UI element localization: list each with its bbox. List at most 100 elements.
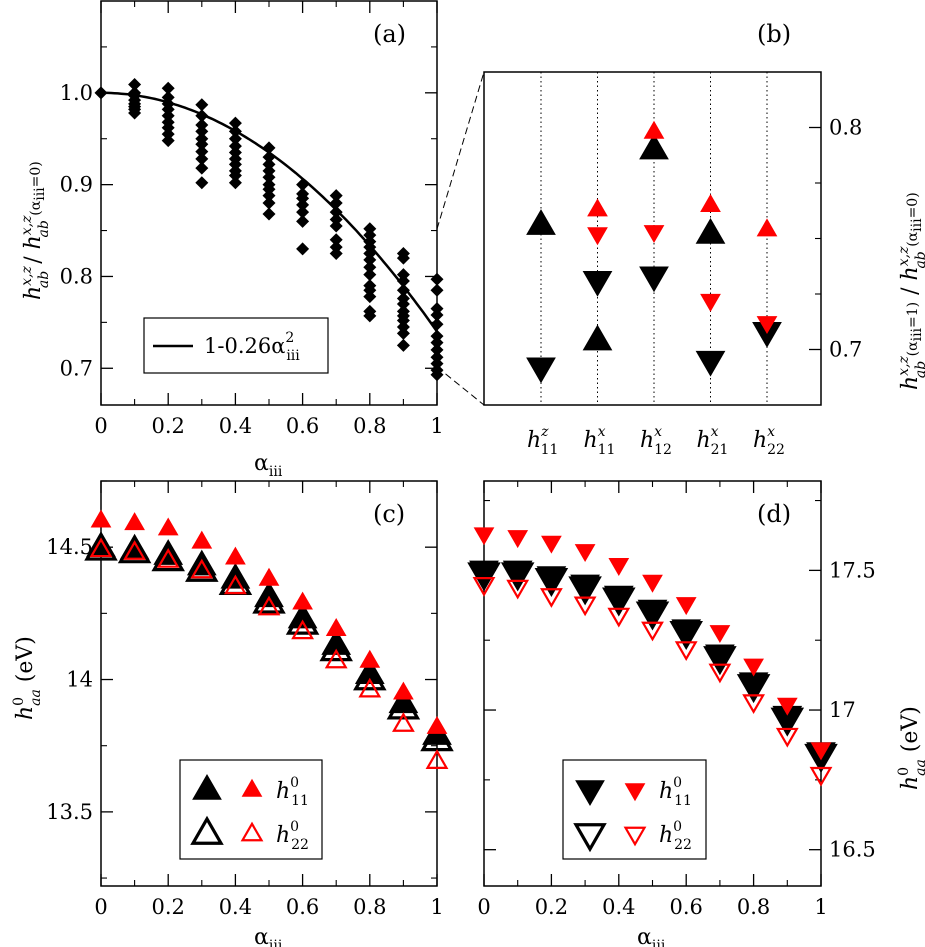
x-tick-label: 0.8 (737, 895, 770, 919)
y-tick-label: 13.5 (46, 800, 93, 824)
panel-a-xlabel-text: α (254, 451, 269, 476)
data-point-diamond (296, 205, 310, 219)
panel-b-label: (b) (757, 20, 791, 48)
panel-c-legend-entries: h0 11 h0 22 (190, 773, 309, 853)
y-tick-label: 14.5 (46, 535, 93, 559)
data-point-red-open (425, 749, 449, 769)
y-tick-label: 0.7 (829, 338, 862, 362)
data-point-red-filled (507, 530, 529, 549)
data-point-red-filled (90, 509, 112, 528)
x-tick-label: 0.2 (535, 895, 568, 919)
data-point-red-open (674, 641, 698, 661)
legend-fit-sup: 2 (285, 330, 294, 346)
data-point-black-up (526, 209, 556, 235)
panel-a-xlabel-sub: iii (269, 464, 283, 480)
data-point-diamond (430, 343, 444, 357)
data-point-red-up (700, 193, 721, 212)
data-point-red-filled (810, 742, 832, 761)
data-point-diamond (195, 176, 209, 190)
data-point-red-open (539, 588, 563, 608)
data-point-diamond (262, 170, 276, 184)
data-point-diamond (296, 198, 310, 212)
data-point-black-open (353, 661, 387, 691)
category-label: hx 11 (584, 424, 616, 458)
panel-d-label: (d) (757, 500, 791, 528)
x-tick-label: 1 (814, 895, 827, 919)
x-tick-label: 0 (94, 895, 107, 919)
data-point-red-open (708, 663, 732, 684)
data-point-diamond (329, 205, 343, 219)
zoom-connector-bottom (436, 366, 485, 406)
legend-marker-black (192, 773, 222, 800)
legend-label: h0 11 (659, 775, 692, 809)
data-point-red-filled (393, 681, 414, 700)
panel-d-ticks: 0 0.2 0.4 0.6 0.8 1 16.5 17 17.5 (477, 481, 876, 919)
data-point-diamond (161, 134, 175, 148)
data-point-red-filled (541, 535, 562, 554)
y-tick-label: 14 (66, 668, 93, 692)
data-point-black-open (500, 562, 535, 592)
data-point-diamond (296, 242, 310, 256)
legend-label: h0 11 (276, 775, 309, 809)
legend-marker-red (623, 826, 647, 847)
data-point-red-filled (574, 544, 596, 563)
legend-fit-sub: iii (286, 348, 300, 364)
panel-c-ylabel: h0aa (eV) (11, 636, 44, 720)
data-point-black-open (185, 552, 219, 582)
data-point-black-open (84, 531, 118, 561)
data-point-diamond (262, 189, 276, 203)
data-point-black-open (669, 621, 703, 651)
panel-a-ticks: 0 0.2 0.4 0.6 0.8 1 0.7 0.8 0.9 1.0 (60, 1, 444, 438)
data-point-black-open (635, 601, 670, 631)
panel-b-points (526, 120, 782, 384)
data-point-black-up (639, 133, 669, 160)
x-tick-label: 0.6 (286, 414, 319, 438)
data-point-diamond (363, 290, 377, 304)
data-point-red-down (756, 316, 778, 335)
data-point-red-open (742, 694, 766, 715)
data-point-red-filled (709, 625, 731, 644)
data-point-red-open (223, 574, 247, 595)
data-point-red-up (756, 218, 778, 237)
data-point-diamond (195, 98, 209, 112)
x-tick-label: 0.6 (669, 895, 702, 919)
panel-c-xlabel: αiii (254, 925, 283, 947)
x-tick-label: 0.8 (353, 895, 386, 919)
y-tick-label: 0.8 (60, 264, 93, 288)
legend-marker-black (573, 823, 607, 853)
data-point-diamond (363, 309, 377, 323)
data-point-red-filled (608, 558, 630, 576)
data-point-red-filled (426, 715, 448, 734)
y-tick-label: 1.0 (60, 81, 93, 105)
data-point-diamond (363, 260, 377, 274)
panel-a-fit-curve (101, 91, 439, 333)
data-point-diamond (430, 368, 444, 382)
y-tick-label: 0.8 (829, 116, 862, 140)
panel-d-xlabel-sub: iii (652, 938, 666, 947)
x-tick-label: 0.2 (151, 414, 184, 438)
panel-a-xlabel: αiii (254, 451, 283, 480)
data-point-diamond (296, 214, 310, 228)
category-label: hx 21 (697, 424, 729, 458)
data-point-red-open (607, 607, 631, 628)
data-point-red-open (156, 548, 180, 568)
legend-label: h0 22 (659, 819, 692, 853)
data-point-diamond (363, 253, 377, 267)
data-point-red-filled (325, 618, 347, 636)
data-point-diamond (396, 326, 410, 340)
data-point-diamond (262, 196, 276, 210)
data-point-red-filled (359, 649, 381, 668)
data-point-black-up (695, 218, 726, 244)
data-point-red-filled (225, 546, 246, 565)
x-tick-label: 0 (477, 895, 490, 919)
data-point-diamond (195, 137, 209, 151)
panel-d-xlabel-text: α (637, 925, 652, 947)
data-point-diamond (396, 274, 410, 288)
data-point-red-open (809, 766, 833, 787)
data-point-red-filled (157, 517, 179, 536)
data-point-black-down (582, 270, 613, 297)
category-label: hz 11 (527, 424, 558, 458)
panel-a-label: (a) (373, 20, 406, 48)
data-point-red-filled (292, 591, 313, 610)
data-point-black-open (534, 567, 569, 597)
